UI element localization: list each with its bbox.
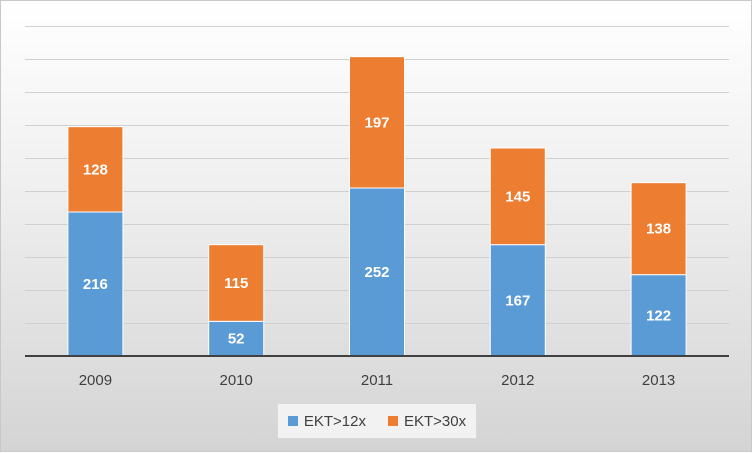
x-tick-label: 2011: [361, 372, 393, 389]
bar-ekt-12x-2013: [630, 274, 687, 357]
data-label: 252: [364, 264, 389, 281]
data-label: 52: [228, 331, 245, 348]
legend-swatch-series-1: [287, 416, 298, 426]
legend-swatch-series-2: [388, 416, 398, 426]
legend-item-series-1: EKT>12x: [287, 412, 366, 430]
data-label: 138: [646, 221, 671, 238]
data-label: 197: [364, 114, 389, 131]
bar-ekt-30x-2009: [67, 126, 124, 213]
x-tick-label: 2010: [220, 372, 253, 389]
data-label: 167: [505, 292, 530, 309]
data-label: 216: [83, 276, 108, 293]
legend-label-series-2: EKT>30x: [404, 412, 467, 430]
x-tick-label: 2012: [501, 372, 534, 389]
data-label: 145: [505, 188, 530, 205]
legend-item-series-2: EKT>30x: [388, 413, 466, 430]
bar-ekt-30x-2013: [630, 182, 687, 276]
bar-ekt-30x-2012: [489, 147, 546, 246]
bar-ekt-12x-2012: [489, 244, 546, 357]
data-label: 115: [224, 275, 248, 292]
x-tick-label: 2009: [79, 372, 112, 389]
bar-ekt-30x-2011: [349, 56, 405, 189]
legend: EKT>12x EKT>30x: [277, 403, 477, 439]
x-tick-label: 2013: [642, 372, 675, 389]
data-label: 128: [83, 161, 108, 178]
data-label: 122: [646, 307, 671, 324]
legend-label-series-1: EKT>12x: [303, 412, 366, 430]
bar-ekt-12x-2011: [349, 187, 405, 357]
bar-ekt-30x-2010: [208, 244, 265, 322]
